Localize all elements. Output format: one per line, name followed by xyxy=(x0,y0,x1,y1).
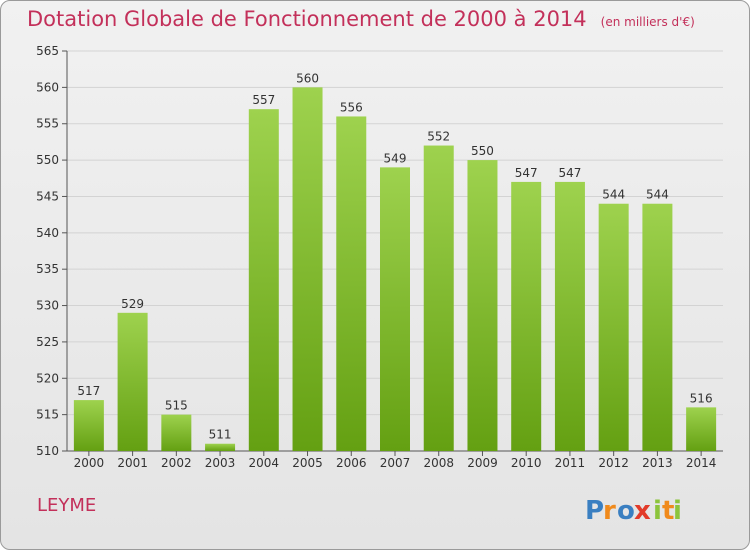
x-tick-label: 2003 xyxy=(205,456,236,470)
bars xyxy=(73,87,717,452)
logo-letter: P xyxy=(585,496,604,526)
bar xyxy=(73,400,104,451)
bar xyxy=(511,181,542,451)
data-label: 549 xyxy=(384,151,407,165)
y-tick-label: 525 xyxy=(36,335,59,349)
data-label: 511 xyxy=(209,428,232,442)
bar xyxy=(554,181,585,451)
data-label: 517 xyxy=(77,384,100,398)
data-label: 515 xyxy=(165,399,188,413)
commune-name: LEYME xyxy=(37,495,97,516)
data-label: 529 xyxy=(121,297,144,311)
data-label: 547 xyxy=(558,166,581,180)
unit-note: (en milliers d'€) xyxy=(600,15,695,29)
bar xyxy=(423,145,454,451)
x-axis: 2000 2001 2002 2003 2004 2005 2006 2007 2008 2009… xyxy=(67,450,723,470)
logo-letter: x xyxy=(634,496,651,526)
y-tick-label: 550 xyxy=(36,153,59,167)
x-tick-label: 2010 xyxy=(511,456,542,470)
y-tick-label: 555 xyxy=(36,117,59,131)
title-text: Dotation Globale de Fonctionnement de 20… xyxy=(27,7,587,31)
y-tick-label: 565 xyxy=(36,44,59,58)
bar xyxy=(336,116,367,452)
y-tick-label: 515 xyxy=(36,408,59,422)
bar xyxy=(248,109,279,451)
bar xyxy=(161,414,192,451)
logo-letter: t xyxy=(662,496,674,526)
y-tick-label: 510 xyxy=(36,444,59,458)
data-label: 557 xyxy=(252,93,275,107)
bar xyxy=(380,167,410,451)
data-label: 550 xyxy=(471,144,494,158)
data-label: 516 xyxy=(690,391,713,405)
data-labels: 517 529 515 511 557 560 556 549 552 550 547 547 544 5… xyxy=(77,71,712,441)
logo-letter: i xyxy=(673,496,682,526)
y-tick-label: 520 xyxy=(36,371,59,385)
logo-letter: o xyxy=(617,496,635,526)
bar xyxy=(292,87,323,451)
data-label: 547 xyxy=(515,166,538,180)
bar xyxy=(642,203,673,451)
x-tick-label: 2006 xyxy=(336,456,367,470)
x-tick-label: 2013 xyxy=(642,456,673,470)
data-label: 544 xyxy=(602,188,625,202)
logo-letter: i xyxy=(653,496,662,526)
data-label: 544 xyxy=(646,188,669,202)
bar xyxy=(598,203,629,451)
bar xyxy=(117,312,148,451)
x-tick-label: 2014 xyxy=(686,456,717,470)
x-tick-label: 2005 xyxy=(292,456,323,470)
proxiti-logo: Pr o x i ti xyxy=(585,496,682,526)
x-tick-label: 2001 xyxy=(117,456,148,470)
x-tick-label: 2011 xyxy=(555,456,586,470)
data-label: 556 xyxy=(340,100,363,114)
y-tick-label: 540 xyxy=(36,226,59,240)
y-tick-label: 560 xyxy=(36,80,59,94)
x-tick-label: 2008 xyxy=(423,456,454,470)
y-tick-label: 530 xyxy=(36,299,59,313)
x-tick-label: 2002 xyxy=(161,456,192,470)
data-label: 552 xyxy=(427,130,450,144)
data-label: 560 xyxy=(296,71,319,85)
bar xyxy=(686,407,717,451)
y-axis: 510 515 520 525 530 535 540 545 550 555 560 565 xyxy=(36,44,68,458)
x-tick-label: 2007 xyxy=(380,456,411,470)
x-tick-label: 2000 xyxy=(74,456,105,470)
x-tick-label: 2009 xyxy=(467,456,498,470)
y-tick-label: 545 xyxy=(36,189,59,203)
x-tick-label: 2012 xyxy=(598,456,629,470)
bar xyxy=(467,160,498,451)
y-tick-label: 535 xyxy=(36,262,59,276)
x-tick-label: 2004 xyxy=(249,456,280,470)
logo-letter: r xyxy=(603,496,616,526)
bar xyxy=(205,443,236,451)
chart-title: Dotation Globale de Fonctionnement de 20… xyxy=(27,7,695,31)
